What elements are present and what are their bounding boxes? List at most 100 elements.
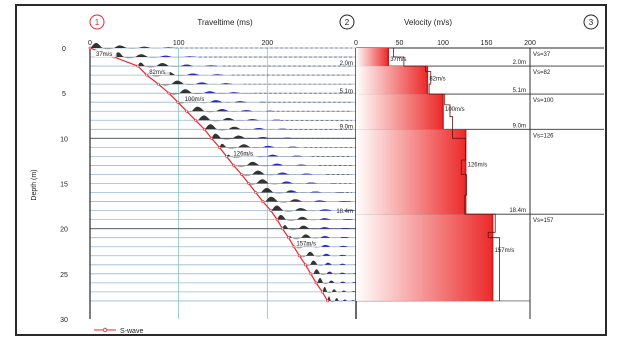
seismic-trace bbox=[195, 115, 352, 122]
traveltime-annotation: 37m/s bbox=[96, 52, 112, 58]
wiggle-positive-blue bbox=[298, 199, 348, 202]
wiggle-negative bbox=[226, 156, 312, 159]
wiggle-negative bbox=[137, 66, 223, 68]
seismic-trace bbox=[158, 80, 352, 86]
wiggle-positive-blue bbox=[339, 299, 356, 301]
wiggle-positive bbox=[305, 260, 356, 265]
wiggle-positive bbox=[316, 277, 356, 283]
wiggle-negative bbox=[270, 210, 356, 212]
traveltime-annotation: 126m/s bbox=[233, 151, 253, 157]
wiggle-positive bbox=[248, 179, 334, 184]
vs-label: Vs=126 bbox=[533, 133, 554, 139]
wiggle-negative bbox=[248, 183, 334, 185]
wiggle-positive bbox=[288, 234, 356, 238]
vs-label: Vs=100 bbox=[533, 98, 554, 104]
traveltime-annotation: 100m/s bbox=[185, 97, 205, 103]
s-wave-point bbox=[247, 182, 251, 185]
depth-tick-label: 20 bbox=[60, 227, 68, 234]
wiggle-negative bbox=[282, 228, 356, 231]
wiggle-negative bbox=[195, 120, 281, 122]
wiggle-negative bbox=[204, 129, 290, 131]
seismic-trace bbox=[241, 170, 352, 177]
legend-label: S-wave bbox=[120, 328, 143, 335]
wiggle-positive bbox=[233, 161, 319, 166]
seismic-trace bbox=[186, 106, 352, 113]
wiggle-positive-blue bbox=[213, 100, 263, 103]
panel-marker-circle bbox=[339, 14, 355, 30]
seismic-trace bbox=[211, 133, 352, 140]
wiggle-negative bbox=[146, 75, 232, 77]
seismic-trace bbox=[248, 179, 352, 185]
s-wave-point bbox=[156, 82, 160, 86]
wiggle-negative bbox=[293, 246, 356, 249]
wiggle-positive-blue bbox=[310, 218, 356, 220]
seismic-trace bbox=[90, 42, 352, 50]
seismic-trace bbox=[282, 225, 356, 231]
wiggle-negative bbox=[219, 147, 305, 149]
wiggle-negative bbox=[211, 138, 297, 140]
s-wave-point bbox=[225, 154, 228, 158]
wiggle-positive bbox=[219, 143, 305, 148]
wiggle-positive-blue bbox=[149, 55, 199, 58]
annotation-bg bbox=[95, 50, 117, 58]
seismic-trace bbox=[204, 124, 352, 131]
s-wave-point bbox=[309, 272, 313, 276]
wiggle-positive bbox=[195, 115, 281, 121]
wiggle-positive-blue bbox=[329, 271, 356, 274]
traveltime-tick-label: 200 bbox=[261, 40, 273, 47]
s-wave-point bbox=[269, 209, 273, 213]
s-wave-point bbox=[304, 263, 307, 267]
depth-tick-label: 25 bbox=[60, 272, 68, 279]
annotation-bg bbox=[148, 68, 170, 76]
wiggle-negative bbox=[316, 282, 356, 285]
wiggle-negative bbox=[186, 111, 272, 113]
wiggle-positive bbox=[322, 286, 356, 292]
wiggle-positive-blue bbox=[316, 236, 356, 238]
wiggle-negative bbox=[305, 264, 356, 267]
wiggle-positive-blue bbox=[291, 190, 341, 193]
seismic-trace bbox=[219, 143, 352, 149]
s-wave-point bbox=[281, 227, 284, 231]
s-wave-point bbox=[261, 200, 265, 203]
wiggle-negative bbox=[288, 237, 356, 240]
seismic-trace bbox=[137, 62, 352, 68]
outer-frame bbox=[15, 4, 607, 336]
wiggle-positive bbox=[158, 80, 244, 85]
depth-tick-label: 5 bbox=[62, 91, 66, 98]
traveltime-annotation: 5.1m bbox=[340, 89, 353, 95]
wiggle-negative bbox=[262, 201, 348, 203]
depth-tick-label: 30 bbox=[60, 317, 68, 324]
seismic-trace bbox=[277, 214, 356, 221]
wiggle-negative bbox=[310, 273, 356, 275]
s-wave-point bbox=[167, 91, 171, 95]
velocity-layer-label: 126m/s bbox=[468, 162, 488, 168]
seismic-trace bbox=[113, 52, 352, 59]
velocity-layer-label: 100m/s bbox=[445, 107, 465, 113]
layer-depth-label: 9.0m bbox=[513, 123, 526, 129]
panel-marker-circle bbox=[583, 14, 599, 30]
seismic-trace bbox=[327, 296, 356, 303]
s-wave-point bbox=[232, 164, 236, 167]
seismic-trace bbox=[168, 89, 352, 95]
seismic-trace bbox=[322, 286, 356, 294]
s-wave-point bbox=[145, 73, 149, 77]
velocity-layer bbox=[356, 66, 428, 95]
wiggle-negative bbox=[327, 300, 356, 303]
interval-velocity-line bbox=[393, 48, 500, 301]
s-wave-point bbox=[88, 46, 92, 50]
wiggle-positive-blue bbox=[332, 281, 356, 283]
seismic-trace bbox=[316, 277, 356, 285]
wiggle-positive bbox=[310, 269, 356, 274]
seismic-trace bbox=[288, 234, 356, 240]
s-wave-point bbox=[326, 299, 330, 303]
wiggle-positive-blue bbox=[204, 91, 254, 94]
s-wave-point bbox=[210, 136, 213, 140]
wiggle-positive-blue bbox=[320, 245, 356, 247]
velocity-layer bbox=[356, 214, 493, 301]
seismic-trace bbox=[262, 196, 352, 203]
velocity-tick-label: 150 bbox=[481, 40, 493, 47]
s-wave-point bbox=[287, 236, 291, 240]
vs-label: Vs=82 bbox=[533, 70, 551, 76]
